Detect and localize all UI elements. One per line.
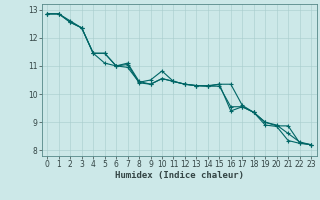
X-axis label: Humidex (Indice chaleur): Humidex (Indice chaleur) [115,171,244,180]
